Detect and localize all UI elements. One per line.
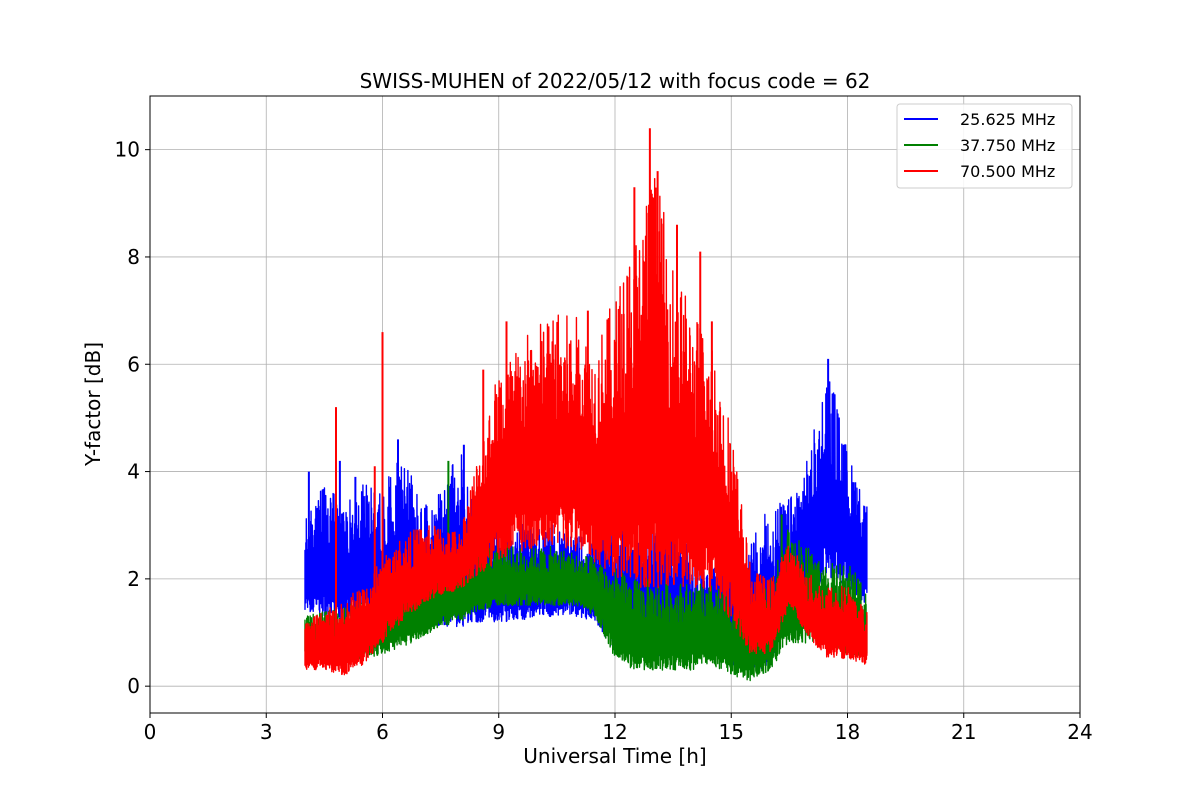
x-tick-label: 21 <box>951 720 976 744</box>
y-tick-label: 0 <box>127 674 140 698</box>
x-tick-label: 24 <box>1067 720 1092 744</box>
legend: 25.625 MHz 37.750 MHz 70.500 MHz <box>896 103 1073 189</box>
legend-label-25mhz: 25.625 MHz <box>960 110 1055 129</box>
legend-box <box>896 103 1073 189</box>
chart-title: SWISS-MUHEN of 2022/05/12 with focus cod… <box>360 69 871 93</box>
legend-label-70mhz: 70.500 MHz <box>960 162 1055 181</box>
legend-label-37mhz: 37.750 MHz <box>960 136 1055 155</box>
x-axis-title: Universal Time [h] <box>523 744 706 768</box>
series-trace <box>304 177 868 676</box>
x-tick-label: 9 <box>492 720 505 744</box>
y-tick-label: 8 <box>127 245 140 269</box>
x-tick-label: 15 <box>719 720 744 744</box>
x-tick-label: 6 <box>376 720 389 744</box>
y-tick-label: 6 <box>127 352 140 376</box>
y-axis-title: Y-factor [dB] <box>81 342 105 467</box>
x-tick-label: 18 <box>835 720 860 744</box>
x-tick-label: 3 <box>260 720 273 744</box>
y-tick-label: 10 <box>115 138 140 162</box>
x-tick-label: 0 <box>144 720 157 744</box>
y-tick-label: 2 <box>127 567 140 591</box>
y-tick-label: 4 <box>127 460 140 484</box>
plot-series <box>304 128 868 682</box>
x-tick-label: 12 <box>602 720 627 744</box>
series-70-500-mhz <box>304 128 868 676</box>
